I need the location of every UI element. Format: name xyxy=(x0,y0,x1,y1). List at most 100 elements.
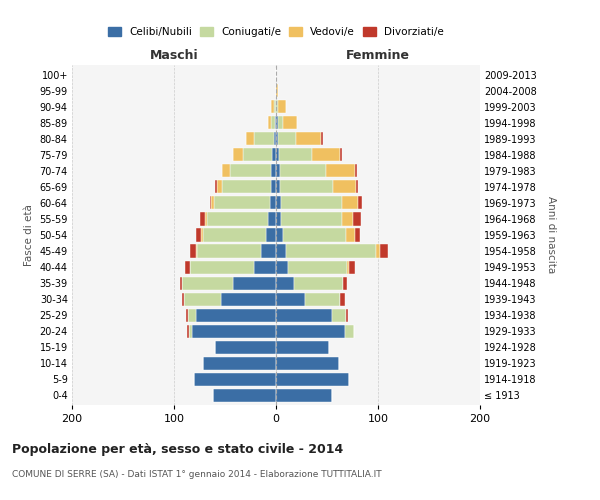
Bar xyxy=(182,276,233,289)
Bar xyxy=(196,244,197,258)
Bar xyxy=(276,228,283,241)
Bar xyxy=(332,308,346,322)
Bar xyxy=(376,244,380,258)
Bar xyxy=(233,276,276,289)
Y-axis label: Anni di nascita: Anni di nascita xyxy=(547,196,556,274)
Bar xyxy=(185,260,190,274)
Bar xyxy=(254,260,276,274)
Bar xyxy=(321,132,323,145)
Bar xyxy=(340,292,346,306)
Bar xyxy=(276,373,349,386)
Bar xyxy=(278,116,283,130)
Bar xyxy=(197,244,260,258)
Bar xyxy=(296,132,321,145)
Bar xyxy=(280,180,333,194)
Bar xyxy=(260,244,276,258)
Bar xyxy=(213,389,276,402)
Bar xyxy=(274,132,276,145)
Bar xyxy=(271,100,274,114)
Bar xyxy=(276,308,332,322)
Bar xyxy=(276,196,281,209)
Bar xyxy=(230,164,271,177)
Bar xyxy=(194,373,276,386)
Bar xyxy=(233,148,244,162)
Bar xyxy=(355,228,359,241)
Bar xyxy=(276,356,339,370)
Bar xyxy=(346,324,353,338)
Bar xyxy=(276,340,329,354)
Bar xyxy=(278,132,296,145)
Bar xyxy=(244,148,272,162)
Bar xyxy=(182,292,184,306)
Bar xyxy=(217,180,222,194)
Bar xyxy=(276,180,280,194)
Bar xyxy=(206,212,268,226)
Bar xyxy=(203,228,266,241)
Bar xyxy=(356,180,358,194)
Bar xyxy=(180,276,182,289)
Bar xyxy=(276,292,305,306)
Bar xyxy=(275,116,276,130)
Bar xyxy=(274,100,276,114)
Bar xyxy=(268,116,271,130)
Text: Femmine: Femmine xyxy=(346,49,410,62)
Bar xyxy=(190,260,254,274)
Bar xyxy=(187,324,190,338)
Bar xyxy=(276,212,281,226)
Bar xyxy=(196,228,200,241)
Bar xyxy=(215,340,276,354)
Bar xyxy=(288,260,347,274)
Bar xyxy=(276,389,332,402)
Bar xyxy=(188,308,196,322)
Bar xyxy=(343,276,347,289)
Bar xyxy=(358,196,362,209)
Bar xyxy=(276,260,288,274)
Bar xyxy=(276,164,280,177)
Bar xyxy=(214,196,270,209)
Bar xyxy=(340,148,342,162)
Bar xyxy=(353,212,361,226)
Bar xyxy=(247,132,254,145)
Bar xyxy=(200,228,203,241)
Bar xyxy=(349,260,355,274)
Bar xyxy=(278,100,286,114)
Bar xyxy=(222,164,230,177)
Bar xyxy=(190,324,193,338)
Bar xyxy=(203,356,276,370)
Legend: Celibi/Nubili, Coniugati/e, Vedovi/e, Divorziati/e: Celibi/Nubili, Coniugati/e, Vedovi/e, Di… xyxy=(104,22,448,41)
Text: COMUNE DI SERRE (SA) - Dati ISTAT 1° gennaio 2014 - Elaborazione TUTTITALIA.IT: COMUNE DI SERRE (SA) - Dati ISTAT 1° gen… xyxy=(12,470,382,479)
Text: Popolazione per età, sesso e stato civile - 2014: Popolazione per età, sesso e stato civil… xyxy=(12,442,343,456)
Bar xyxy=(270,196,276,209)
Bar xyxy=(266,228,276,241)
Bar xyxy=(222,180,271,194)
Bar xyxy=(333,180,356,194)
Bar xyxy=(283,228,346,241)
Bar xyxy=(281,212,342,226)
Bar xyxy=(276,100,278,114)
Y-axis label: Fasce di età: Fasce di età xyxy=(24,204,34,266)
Bar xyxy=(342,212,353,226)
Bar xyxy=(312,148,340,162)
Bar xyxy=(276,324,346,338)
Bar xyxy=(190,244,196,258)
Bar xyxy=(355,164,356,177)
Bar xyxy=(276,244,286,258)
Bar xyxy=(272,148,276,162)
Bar xyxy=(276,148,279,162)
Bar xyxy=(276,276,295,289)
Bar xyxy=(346,228,355,241)
Bar xyxy=(199,212,205,226)
Bar xyxy=(211,196,214,209)
Bar xyxy=(347,260,349,274)
Bar xyxy=(186,308,188,322)
Bar xyxy=(271,116,275,130)
Bar xyxy=(305,292,340,306)
Bar xyxy=(193,324,276,338)
Bar xyxy=(276,116,278,130)
Bar xyxy=(184,292,221,306)
Bar xyxy=(286,244,376,258)
Bar xyxy=(196,308,276,322)
Bar xyxy=(205,212,206,226)
Bar xyxy=(295,276,343,289)
Bar xyxy=(215,180,217,194)
